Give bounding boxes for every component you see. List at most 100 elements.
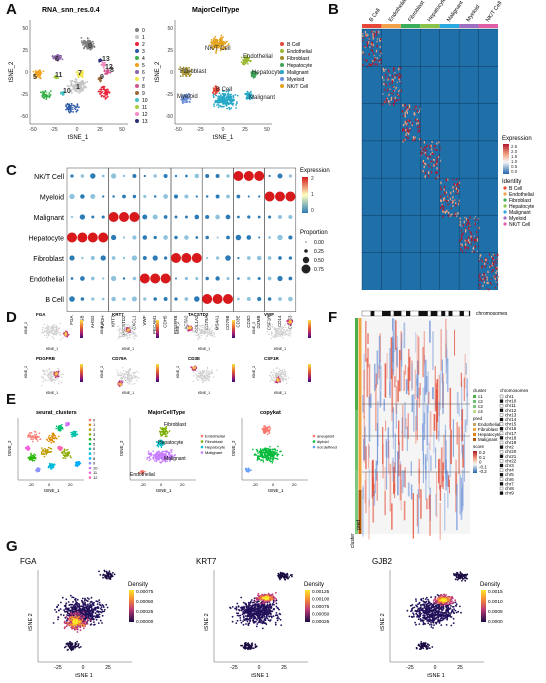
f-chrom-segment [441, 310, 446, 317]
f-legend-chrom-swatch [499, 454, 504, 458]
c-dot [70, 215, 74, 219]
d-feature-ylabel: tSNE_2 [100, 322, 104, 334]
c-proportion-swatch [302, 256, 310, 264]
e-legend-swatch [88, 428, 92, 431]
f-cnv-band [401, 470, 404, 494]
f-legend-chrom-swatch [499, 431, 504, 435]
c-dot [243, 171, 254, 181]
f-cnv-band [415, 374, 418, 386]
b-column-color [400, 24, 421, 28]
d-feature-scale [232, 364, 235, 382]
f-cnv-band [435, 447, 437, 469]
c-dot [226, 194, 230, 199]
f-cnv-band [397, 380, 399, 402]
a-right-label-endo: Endothelial [243, 54, 273, 60]
f-cnv-band [403, 322, 406, 349]
f-cnv-band [365, 446, 367, 470]
d-feature-peak [276, 377, 280, 383]
d-feature-peak [117, 382, 122, 386]
c-dot [153, 174, 157, 178]
f-cnv-band [428, 495, 431, 510]
c-dot [150, 273, 161, 284]
e-legend-swatch [88, 442, 92, 446]
e-legend-swatch [312, 434, 316, 438]
a-left-tsne [32, 37, 112, 114]
c-dot [268, 236, 271, 239]
c-proportion-label: 0.25 [314, 249, 324, 255]
f-cnv-band [392, 407, 394, 438]
f-legend-chrom-label: chr8 [505, 486, 514, 491]
a-right-legend-swatch [280, 63, 284, 67]
f-cnv-band [428, 442, 430, 489]
b-column-color [362, 24, 382, 28]
c-row-label: Hepatocyte [29, 236, 65, 243]
c-dot [80, 194, 85, 199]
f-cnv-band [395, 386, 398, 414]
f-legend-pred-label: Hepatocyte [478, 432, 501, 437]
e-cluster [27, 452, 37, 462]
g-legend-tick: 0.00050 [136, 599, 154, 605]
f-legend-chrom-swatch [499, 408, 504, 412]
g-legend-bar [305, 590, 310, 622]
d-feature-bg [192, 366, 218, 383]
f-cnv-band [422, 423, 424, 452]
f-cnv-band [400, 331, 402, 361]
f-legend-pred-swatch [473, 438, 476, 441]
f-cnv-band [407, 367, 409, 391]
f-cnv-band [446, 358, 448, 384]
a-left-cluster-3 [65, 103, 80, 114]
d-feature-scale [308, 364, 311, 382]
c-gene-label: ACTA2 [183, 315, 188, 330]
f-cnv-band [395, 404, 397, 429]
f-cnv-band [466, 393, 469, 426]
f-legend-chrom-label: chr22 [505, 458, 517, 463]
g-density-peak [71, 617, 81, 626]
f-legend-score-bar [473, 451, 477, 473]
f-cnv-band [418, 336, 420, 375]
e-cnv [244, 467, 252, 473]
e-cluster [57, 445, 63, 452]
e-cnv [252, 445, 284, 464]
b-identity-label: Malignant [509, 210, 531, 216]
c-row-label: NK/T Cell [34, 174, 64, 181]
g-legend-tick: 0.00025 [312, 619, 330, 625]
f-cnv-band [378, 365, 380, 379]
f-cnv-band [368, 445, 370, 458]
c-dot [256, 255, 262, 261]
c-dot [215, 194, 220, 199]
e-plot-points [244, 425, 284, 473]
c-gene-label: VWF [142, 315, 147, 325]
f-chrom-segment [444, 310, 449, 317]
f-cnv-band [440, 447, 443, 487]
f-legend-cluster-label: c4 [478, 409, 483, 414]
f-cnv-band [459, 474, 461, 515]
c-gene-group-box [139, 167, 172, 312]
d-feature-peak [54, 371, 58, 376]
f-cnv-band [420, 489, 422, 519]
c-dot [278, 297, 282, 301]
c-dot [90, 255, 95, 261]
f-cnv-band [404, 402, 406, 439]
f-legend-cluster-label: c3 [478, 404, 483, 409]
f-cnv-band [367, 333, 369, 344]
d-feature-title: CD79A [112, 356, 128, 361]
f-cnv-band [403, 500, 406, 521]
a-left-cluster-0 [80, 37, 96, 51]
c-dot [202, 294, 213, 304]
b-identity-swatch [503, 210, 507, 214]
a-left-legend-swatch [135, 91, 139, 95]
g-xtick: -25 [230, 665, 237, 671]
c-dot [194, 214, 200, 220]
f-cnv-band [405, 418, 407, 430]
c-dot [246, 235, 252, 240]
f-cnv-band [368, 443, 370, 469]
panel-letter-b: B [328, 1, 339, 18]
e-ylabel: tSNE_2 [119, 440, 124, 456]
c-gene-label: GZMB [256, 316, 261, 329]
d-feature-ylabel: tSNE_2 [24, 322, 28, 334]
c-dot [288, 214, 293, 220]
g-density-base [63, 640, 82, 652]
f-legend-chrom-label: chr21 [505, 454, 517, 459]
f-cnv-band [388, 440, 390, 474]
